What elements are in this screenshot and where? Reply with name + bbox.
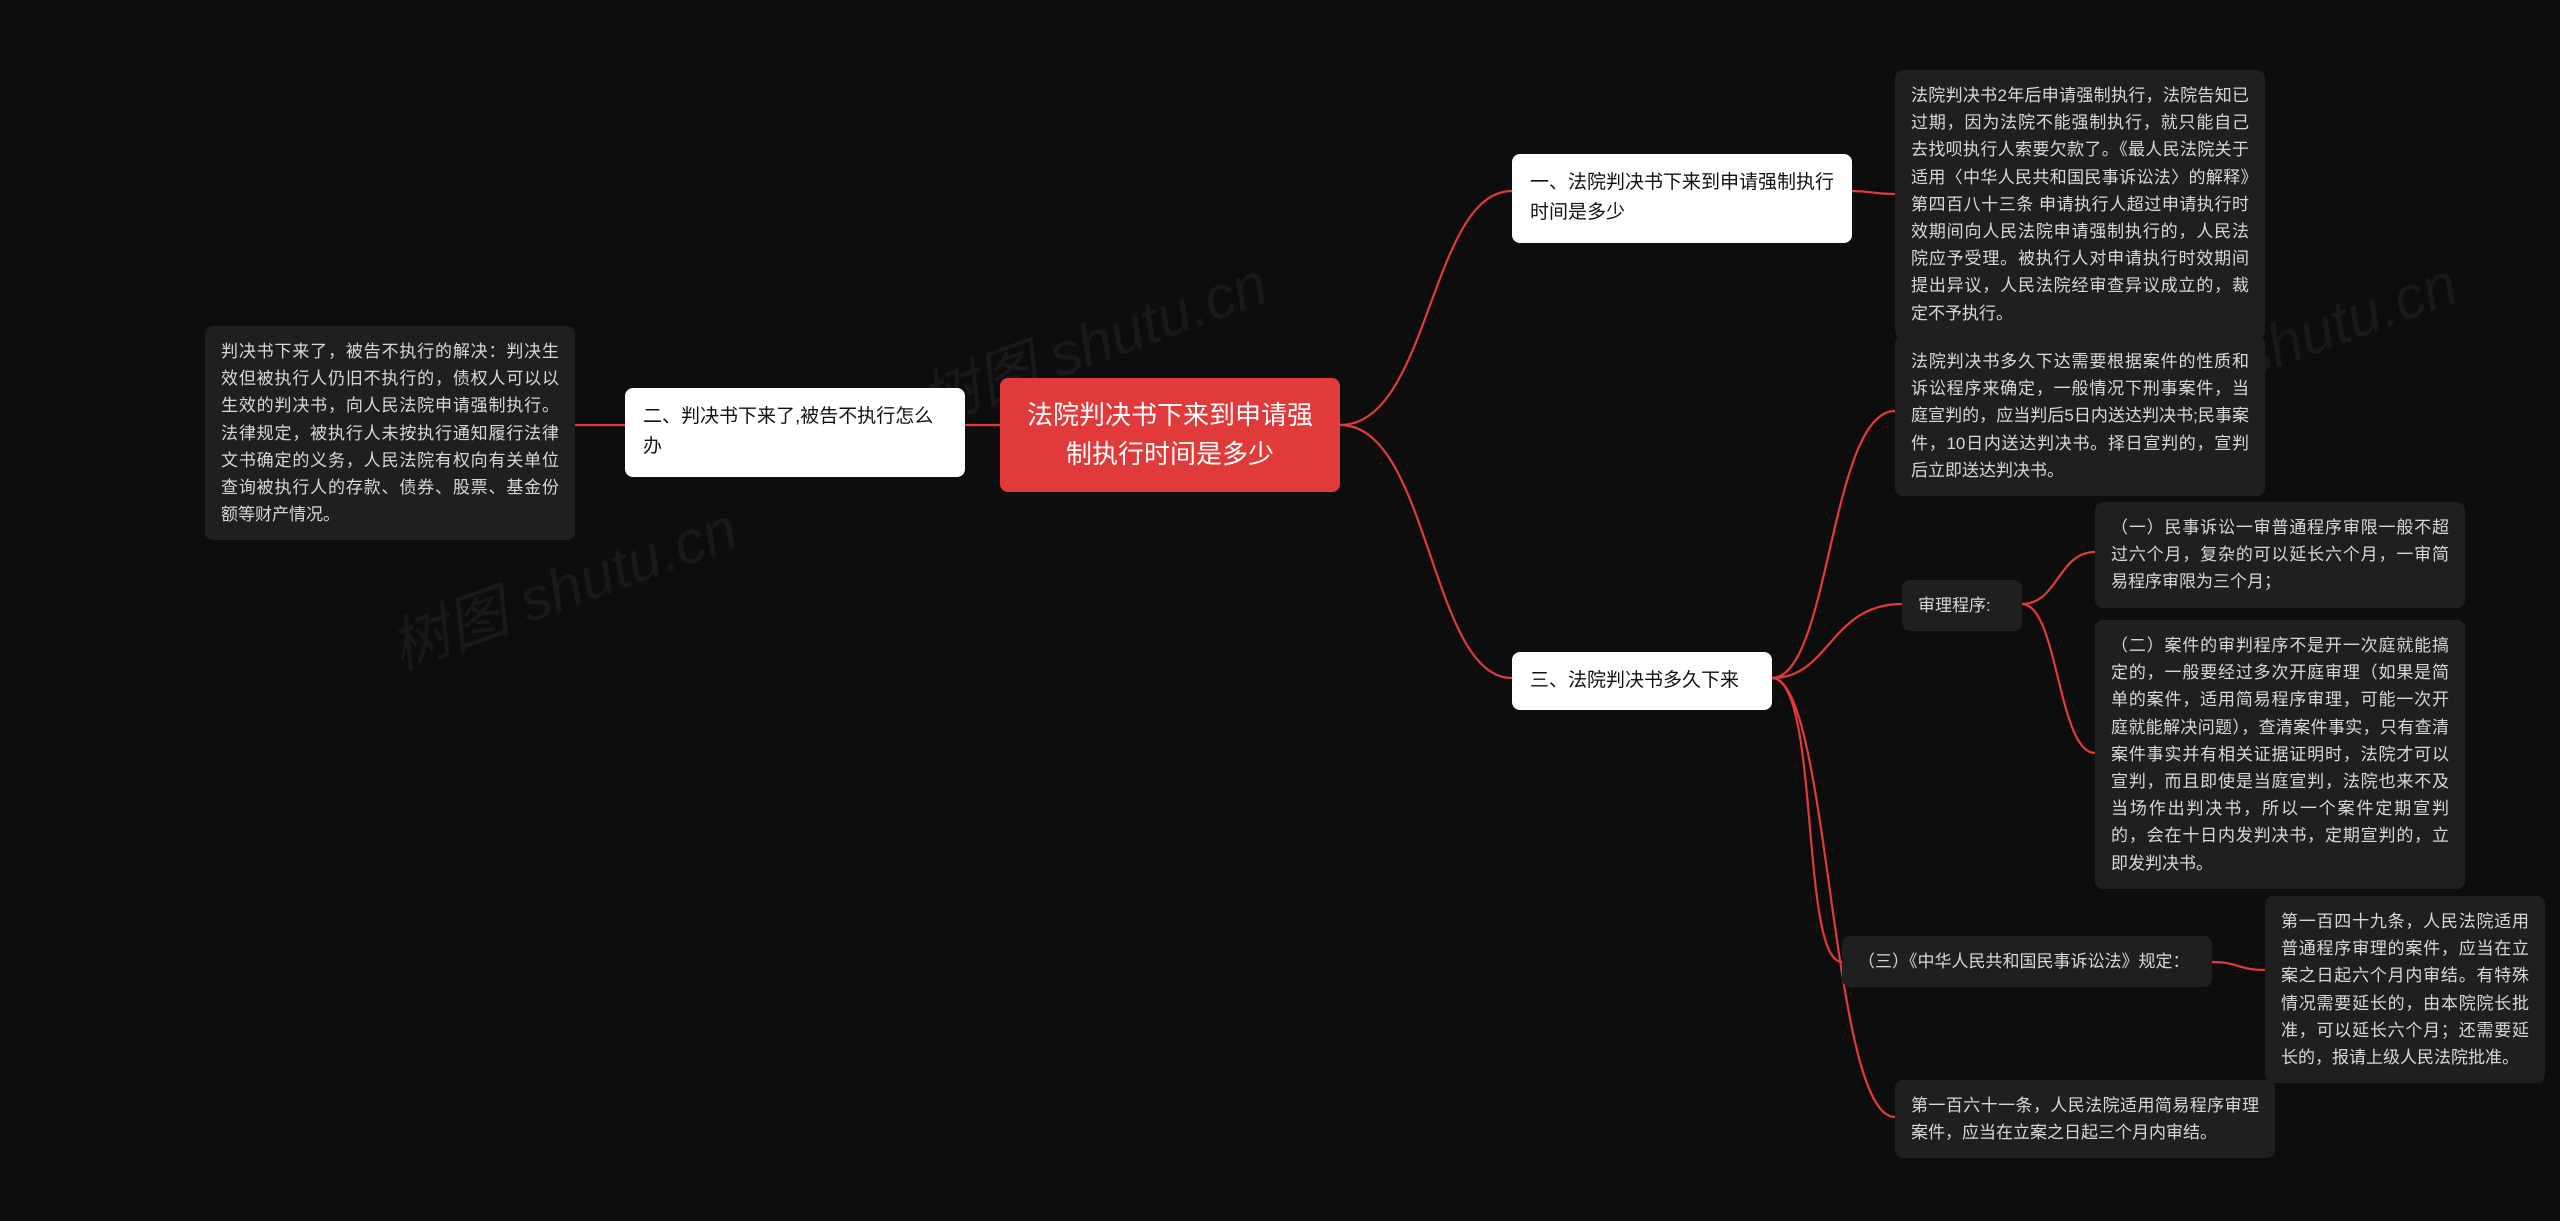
branch1-title[interactable]: 一、法院判决书下来到申请强制执行时间是多少 bbox=[1512, 154, 1852, 243]
branch3-provision-title-text: （三）《中华人民共和国民事诉讼法》规定： bbox=[1858, 952, 2190, 971]
branch3-sub-a[interactable]: （一）民事诉讼一审普通程序审限一般不超过六个月，复杂的可以延长六个月，一审简易程… bbox=[2095, 502, 2465, 608]
branch3-leaf1-text: 法院判决书多久下达需要根据案件的性质和诉讼程序来确定，一般情况下刑事案件，当庭宣… bbox=[1911, 352, 2249, 480]
branch3-provision-leaf[interactable]: 第一百四十九条，人民法院适用普通程序审理的案件，应当在立案之日起六个月内审结。有… bbox=[2265, 896, 2545, 1083]
branch2-leaf-text: 判决书下来了，被告不执行的解决：判决生效但被执行人仍旧不执行的，债权人可以以生效… bbox=[221, 342, 559, 524]
root-node[interactable]: 法院判决书下来到申请强 制执行时间是多少 bbox=[1000, 378, 1340, 492]
branch3-title-text: 三、法院判决书多久下来 bbox=[1530, 670, 1739, 691]
branch3-sub-a-text: （一）民事诉讼一审普通程序审限一般不超过六个月，复杂的可以延长六个月，一审简易程… bbox=[2111, 518, 2449, 591]
root-line2: 制执行时间是多少 bbox=[1022, 435, 1318, 474]
root-line1: 法院判决书下来到申请强 bbox=[1022, 396, 1318, 435]
branch3-sub-title[interactable]: 审理程序: bbox=[1902, 580, 2022, 631]
branch1-title-text: 一、法院判决书下来到申请强制执行时间是多少 bbox=[1530, 172, 1834, 223]
branch3-provision-title[interactable]: （三）《中华人民共和国民事诉讼法》规定： bbox=[1842, 936, 2212, 987]
branch1-leaf[interactable]: 法院判决书2年后申请强制执行，法院告知已过期，因为法院不能强制执行，就只能自己去… bbox=[1895, 70, 2265, 339]
branch3-sub-title-text: 审理程序: bbox=[1918, 596, 1991, 615]
branch3-article-161-text: 第一百六十一条，人民法院适用简易程序审理案件，应当在立案之日起三个月内审结。 bbox=[1911, 1096, 2259, 1142]
branch2-leaf[interactable]: 判决书下来了，被告不执行的解决：判决生效但被执行人仍旧不执行的，债权人可以以生效… bbox=[205, 326, 575, 540]
branch3-leaf1[interactable]: 法院判决书多久下达需要根据案件的性质和诉讼程序来确定，一般情况下刑事案件，当庭宣… bbox=[1895, 336, 2265, 496]
branch3-sub-b-text: （二）案件的审判程序不是开一次庭就能搞定的，一般要经过多次开庭审理（如果是简单的… bbox=[2111, 636, 2449, 873]
branch3-provision-leaf-text: 第一百四十九条，人民法院适用普通程序审理的案件，应当在立案之日起六个月内审结。有… bbox=[2281, 912, 2529, 1067]
branch3-article-161[interactable]: 第一百六十一条，人民法院适用简易程序审理案件，应当在立案之日起三个月内审结。 bbox=[1895, 1080, 2275, 1158]
branch3-sub-b[interactable]: （二）案件的审判程序不是开一次庭就能搞定的，一般要经过多次开庭审理（如果是简单的… bbox=[2095, 620, 2465, 889]
branch1-leaf-text: 法院判决书2年后申请强制执行，法院告知已过期，因为法院不能强制执行，就只能自己去… bbox=[1911, 86, 2249, 323]
branch2-title[interactable]: 二、判决书下来了,被告不执行怎么办 bbox=[625, 388, 965, 477]
branch3-title[interactable]: 三、法院判决书多久下来 bbox=[1512, 652, 1772, 710]
branch2-title-text: 二、判决书下来了,被告不执行怎么办 bbox=[643, 406, 933, 457]
